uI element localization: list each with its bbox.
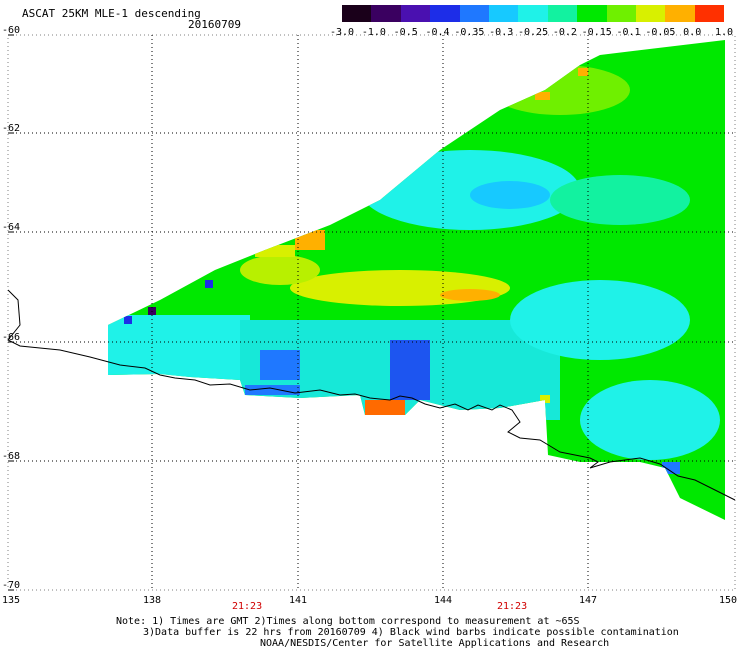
colorbar-swatch: [430, 5, 460, 22]
colorbar-swatch: [635, 5, 666, 22]
colorbar-label: -0.1: [616, 27, 641, 38]
colorbar-swatch: [665, 5, 695, 22]
grid: [8, 35, 735, 590]
x-label-144: 144: [434, 595, 453, 606]
y-label-68: -68: [2, 451, 21, 462]
colorbar-swatch: [342, 5, 372, 22]
y-label-66: -66: [2, 332, 21, 343]
colorbar-swatch: [518, 5, 548, 22]
coastline: [7, 289, 736, 501]
colorbar-swatch: [488, 5, 519, 22]
map-date: 20160709: [188, 18, 241, 31]
colorbar-label: -0.35: [454, 27, 485, 38]
swath-field: [108, 40, 725, 520]
colorbar-label: -0.5: [393, 27, 418, 38]
colorbar-swatch: [547, 5, 578, 22]
time-label-1: 21:23: [232, 601, 263, 612]
colorbar-label: -0.15: [581, 27, 612, 38]
colorbar-label: 1.0: [715, 27, 734, 38]
colorbar-label: -0.2: [552, 27, 577, 38]
colorbar-label: -0.3: [489, 27, 514, 38]
map-title: ASCAT 25KM MLE-1 descending: [22, 7, 201, 20]
y-label-62: -62: [2, 123, 21, 134]
colorbar-label: -0.05: [645, 27, 676, 38]
note-line-2: 3)Data buffer is 22 hrs from 20160709 4)…: [143, 627, 679, 638]
colorbar-label: -3.0: [330, 27, 355, 38]
x-label-135: 135: [2, 595, 21, 606]
colorbar-swatch: [606, 5, 636, 22]
colorbar-swatch: [577, 5, 607, 22]
colorbar-swatch: [694, 5, 725, 22]
colorbar-label: -0.25: [518, 27, 549, 38]
y-label-70: -70: [2, 580, 21, 591]
colorbar-label: -0.4: [425, 27, 450, 38]
colorbar-swatch: [459, 5, 489, 22]
note-line-1: Note: 1) Times are GMT 2)Times along bot…: [116, 616, 580, 627]
y-label-64: -64: [2, 222, 21, 233]
colorbar-label: -1.0: [361, 27, 386, 38]
y-label-60: -60: [2, 25, 21, 36]
x-label-147: 147: [579, 595, 598, 606]
colorbar: [342, 5, 725, 22]
colorbar-swatch: [400, 5, 431, 22]
colorbar-swatch: [371, 5, 401, 22]
time-label-2: 21:23: [497, 601, 528, 612]
colorbar-label: 0.0: [683, 27, 702, 38]
note-line-3: NOAA/NESDIS/Center for Satellite Applica…: [260, 638, 610, 649]
x-label-138: 138: [143, 595, 162, 606]
x-label-141: 141: [289, 595, 308, 606]
x-label-150: 150: [719, 595, 738, 606]
ticks: [8, 34, 14, 591]
